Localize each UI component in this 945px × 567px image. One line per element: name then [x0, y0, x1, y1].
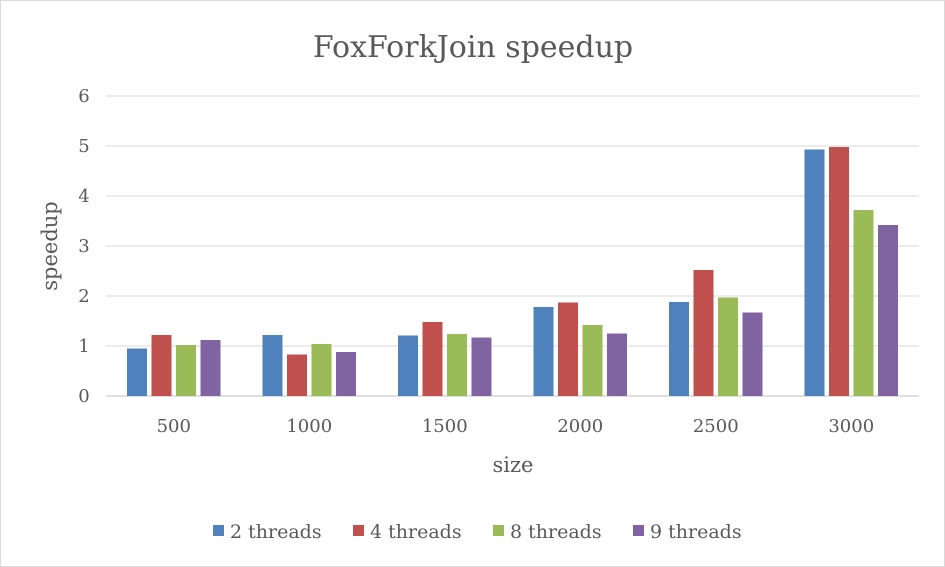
bar-1000-9-threads [336, 352, 356, 396]
bar-3000-2-threads [804, 149, 825, 396]
legend-item-8-threads: 8 threads [493, 521, 602, 543]
bar-3000-4-threads [829, 147, 849, 396]
legend-label: 4 threads [370, 521, 462, 543]
x-tick-label: 1500 [422, 416, 468, 437]
bar-1000-4-threads [287, 354, 307, 396]
bar-3000-9-threads [878, 225, 898, 396]
legend-item-4-threads: 4 threads [353, 521, 462, 543]
legend-swatch [353, 525, 364, 536]
bar-2500-9-threads [742, 312, 763, 396]
bar-2500-4-threads [693, 270, 714, 396]
legend-label: 9 threads [650, 521, 742, 543]
legend-swatch [493, 525, 504, 536]
bar-500-9-threads [200, 340, 221, 396]
bar-2000-9-threads [607, 333, 627, 396]
y-tick-label: 1 [78, 336, 89, 357]
bar-2000-4-threads [558, 302, 578, 396]
legend-label: 8 threads [510, 521, 602, 543]
x-tick-label: 500 [157, 416, 191, 437]
y-tick-label: 5 [78, 136, 89, 157]
chart-title: FoxForkJoin speedup [313, 30, 633, 65]
legend-label: 2 threads [230, 521, 322, 543]
bar-1500-4-threads [422, 322, 443, 396]
bar-2000-2-threads [533, 307, 554, 396]
x-tick-label: 1000 [286, 416, 332, 437]
bar-1000-8-threads [311, 344, 332, 396]
y-tick-label: 2 [78, 286, 89, 307]
y-tick-label: 6 [78, 86, 89, 107]
bar-1000-2-threads [262, 335, 283, 396]
legend: 2 threads 4 threads 8 threads 9 threads [213, 521, 742, 543]
legend-swatch [633, 525, 644, 536]
bars [127, 147, 898, 396]
bar-3000-8-threads [853, 210, 874, 396]
bar-2500-2-threads [669, 302, 689, 396]
legend-item-9-threads: 9 threads [633, 521, 742, 543]
x-tick-label: 3000 [828, 416, 874, 437]
bar-500-8-threads [176, 345, 196, 396]
y-axis-ticks: 0 1 2 3 4 5 6 [78, 86, 89, 407]
x-tick-label: 2000 [557, 416, 603, 437]
bar-500-4-threads [151, 335, 172, 396]
y-tick-label: 4 [78, 186, 89, 207]
bar-1500-9-threads [471, 337, 492, 396]
gridlines [106, 95, 919, 397]
legend-swatch [213, 525, 224, 536]
y-tick-label: 3 [78, 236, 89, 257]
bar-2500-8-threads [718, 297, 738, 396]
x-axis-ticks: 500 1000 1500 2000 2500 3000 [157, 416, 875, 437]
bar-2000-8-threads [582, 325, 603, 396]
legend-item-2-threads: 2 threads [213, 521, 322, 543]
bar-1500-2-threads [398, 335, 418, 396]
x-tick-label: 2500 [693, 416, 739, 437]
bar-500-2-threads [127, 348, 147, 396]
y-axis-label: speedup [38, 201, 62, 291]
bar-1500-8-threads [447, 334, 467, 396]
x-axis-label: size [493, 453, 534, 477]
y-tick-label: 0 [78, 386, 89, 407]
